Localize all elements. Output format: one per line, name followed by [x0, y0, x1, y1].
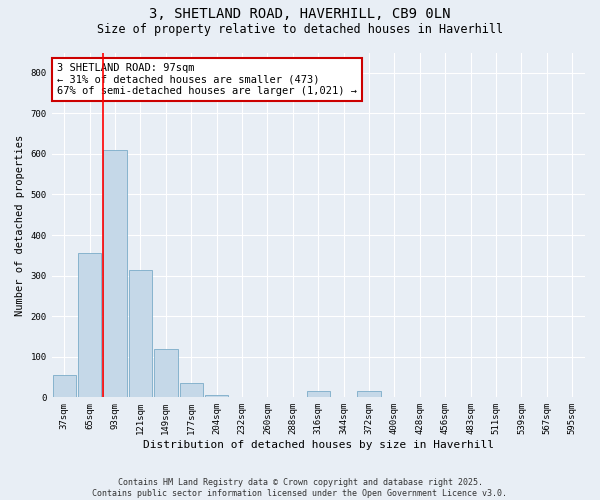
Bar	[53, 375, 76, 398]
X-axis label: Distribution of detached houses by size in Haverhill: Distribution of detached houses by size …	[143, 440, 494, 450]
Text: 3, SHETLAND ROAD, HAVERHILL, CB9 0LN: 3, SHETLAND ROAD, HAVERHILL, CB9 0LN	[149, 8, 451, 22]
Bar	[205, 396, 229, 398]
Text: Contains HM Land Registry data © Crown copyright and database right 2025.
Contai: Contains HM Land Registry data © Crown c…	[92, 478, 508, 498]
Text: Size of property relative to detached houses in Haverhill: Size of property relative to detached ho…	[97, 22, 503, 36]
Y-axis label: Number of detached properties: Number of detached properties	[15, 134, 25, 316]
Bar	[358, 391, 381, 398]
Bar	[179, 383, 203, 398]
Bar	[129, 270, 152, 398]
Text: 3 SHETLAND ROAD: 97sqm
← 31% of detached houses are smaller (473)
67% of semi-de: 3 SHETLAND ROAD: 97sqm ← 31% of detached…	[57, 63, 357, 96]
Bar	[78, 254, 101, 398]
Bar	[103, 150, 127, 398]
Bar	[307, 391, 330, 398]
Bar	[154, 348, 178, 398]
